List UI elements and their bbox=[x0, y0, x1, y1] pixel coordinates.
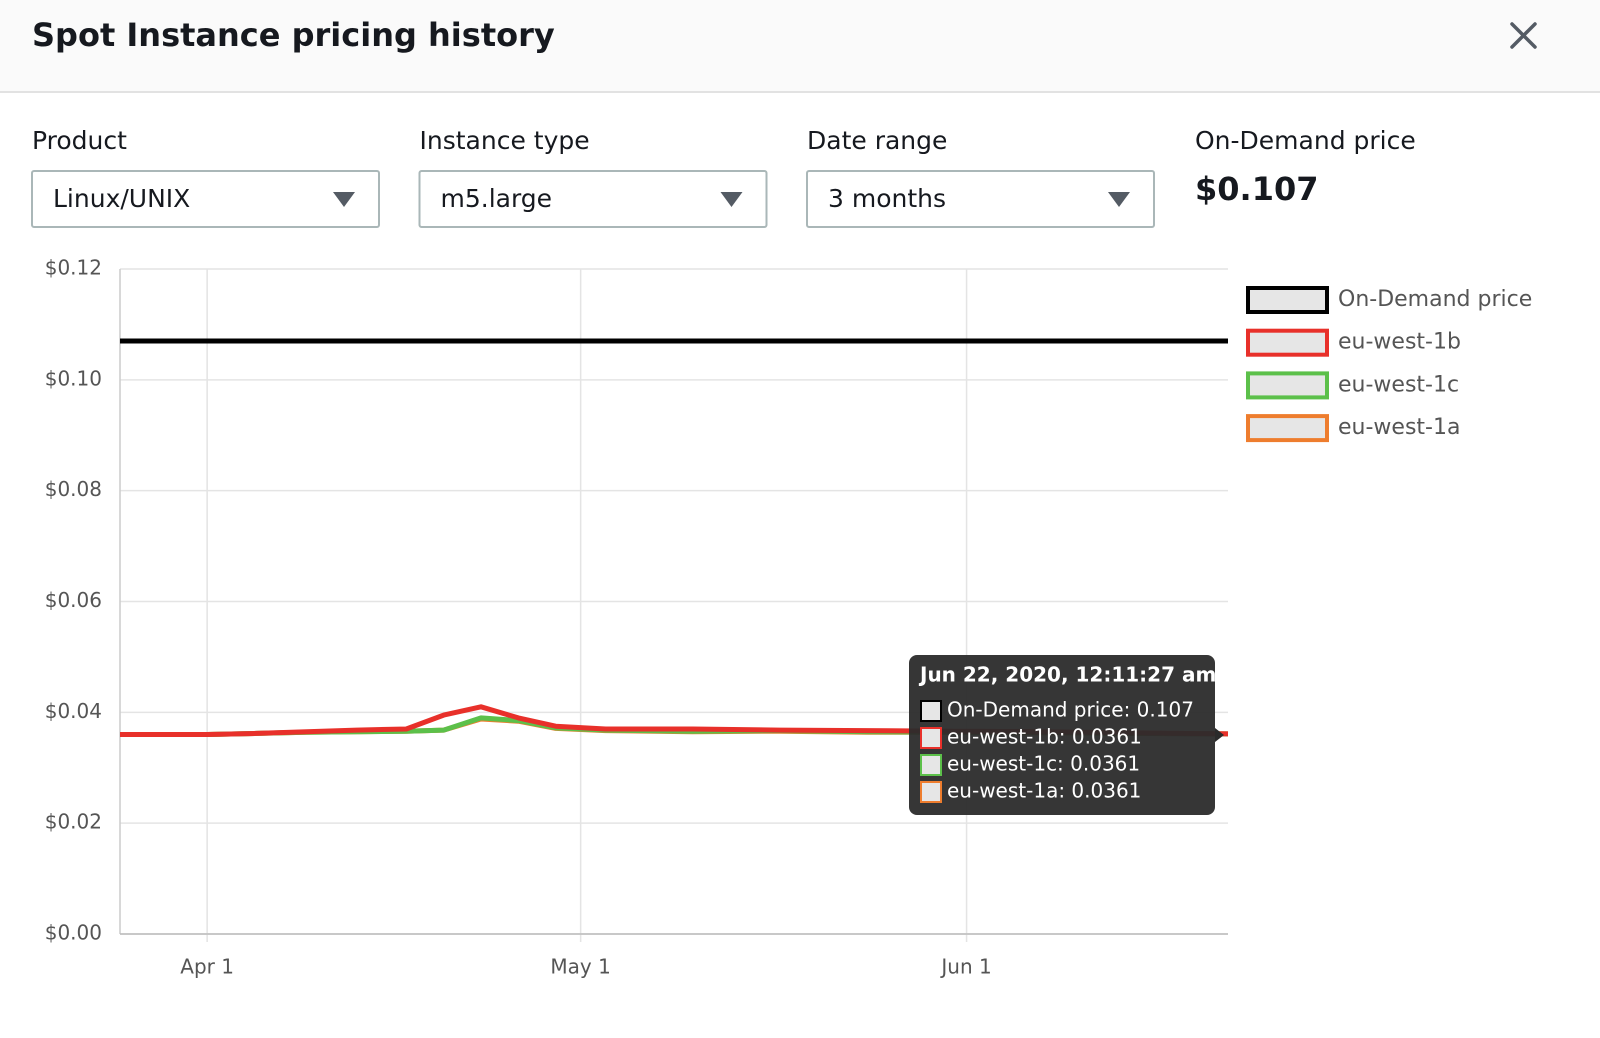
legend-swatch[interactable] bbox=[1246, 286, 1329, 314]
on-demand-label: On-Demand price bbox=[1195, 126, 1416, 155]
y-tick-label: $0.08 bbox=[45, 477, 102, 501]
filter-label: Product bbox=[32, 126, 127, 155]
tooltip-pointer bbox=[1215, 728, 1224, 742]
tooltip-swatch bbox=[920, 727, 942, 749]
dropdown[interactable] bbox=[806, 170, 1155, 228]
legend-swatch[interactable] bbox=[1246, 414, 1329, 443]
tooltip-swatch bbox=[920, 754, 942, 776]
header bbox=[0, 0, 1600, 92]
tooltip-swatch bbox=[920, 700, 942, 722]
dropdown-caret bbox=[1108, 192, 1130, 207]
legend-label[interactable]: eu-west-1a bbox=[1338, 415, 1460, 440]
x-tick-label: Jun 1 bbox=[939, 955, 991, 979]
filter-label: Date range bbox=[807, 126, 947, 155]
tooltip-swatch bbox=[920, 781, 942, 803]
dropdown-value: 3 months bbox=[828, 184, 946, 213]
x-tick-label: Apr 1 bbox=[180, 955, 234, 979]
tooltip-item: eu-west-1c: 0.0361 bbox=[947, 752, 1140, 776]
y-tick-label: $0.12 bbox=[45, 256, 102, 280]
tooltip-title: Jun 22, 2020, 12:11:27 am bbox=[918, 663, 1216, 687]
legend-swatch[interactable] bbox=[1246, 328, 1329, 357]
y-tick-label: $0.10 bbox=[45, 366, 102, 390]
tooltip-item: On-Demand price: 0.107 bbox=[947, 698, 1194, 722]
close-button[interactable] bbox=[1510, 22, 1537, 49]
legend-label[interactable]: On-Demand price bbox=[1338, 287, 1532, 312]
legend-label[interactable]: eu-west-1c bbox=[1338, 372, 1459, 397]
dropdown-caret bbox=[720, 192, 743, 207]
y-tick-label: $0.04 bbox=[45, 699, 102, 723]
x-tick-label: May 1 bbox=[550, 955, 610, 979]
dropdown-value: m5.large bbox=[441, 184, 553, 213]
dropdown[interactable] bbox=[418, 170, 768, 228]
y-tick-label: $0.02 bbox=[45, 810, 102, 834]
filter-label: Instance type bbox=[420, 126, 590, 155]
tooltip-item: eu-west-1b: 0.0361 bbox=[947, 725, 1142, 749]
legend-label[interactable]: eu-west-1b bbox=[1338, 330, 1461, 355]
dropdown-caret bbox=[333, 192, 355, 207]
legend-swatch[interactable] bbox=[1246, 371, 1329, 400]
dropdown[interactable] bbox=[31, 170, 380, 228]
y-tick-label: $0.00 bbox=[45, 921, 102, 945]
modal-title: Spot Instance pricing history bbox=[32, 16, 555, 54]
y-tick-label: $0.06 bbox=[45, 588, 102, 612]
tooltip bbox=[909, 655, 1215, 815]
dropdown-value: Linux/UNIX bbox=[53, 184, 190, 213]
on-demand-value: $0.107 bbox=[1195, 170, 1318, 208]
close-icon bbox=[1510, 22, 1537, 49]
tooltip-item: eu-west-1a: 0.0361 bbox=[947, 779, 1141, 803]
